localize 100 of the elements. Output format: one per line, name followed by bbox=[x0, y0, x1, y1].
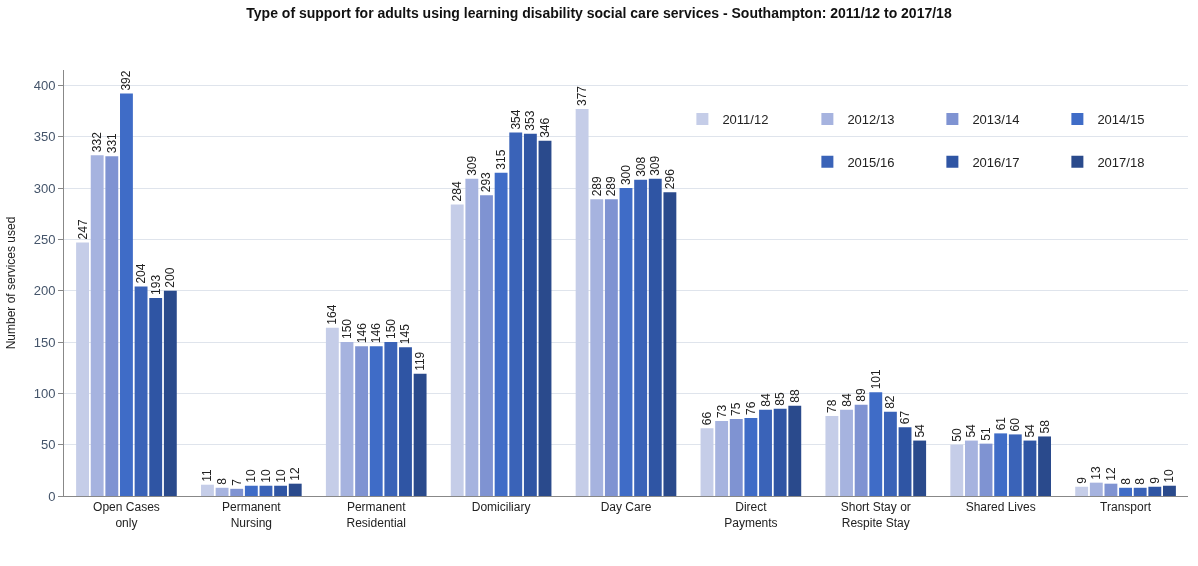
data-label: 193 bbox=[148, 274, 163, 295]
x-tick-label: Day Care bbox=[600, 500, 652, 515]
data-label: 12 bbox=[1103, 467, 1118, 481]
y-tick-label: 0 bbox=[48, 488, 56, 504]
data-label: 289 bbox=[604, 175, 619, 197]
data-label: 353 bbox=[523, 110, 538, 131]
bar bbox=[538, 140, 552, 496]
data-label: 13 bbox=[1089, 465, 1104, 480]
data-label: 10 bbox=[258, 469, 273, 483]
bar bbox=[105, 156, 119, 496]
data-label: 84 bbox=[839, 393, 854, 407]
data-label: 308 bbox=[633, 156, 648, 177]
bar bbox=[1023, 440, 1037, 496]
bar bbox=[399, 347, 412, 496]
bar bbox=[898, 427, 912, 496]
bar bbox=[869, 392, 883, 496]
x-tick-label: Shared Lives bbox=[965, 500, 1036, 515]
data-label: 54 bbox=[1022, 423, 1037, 438]
y-tick-label: 50 bbox=[40, 437, 56, 453]
bar bbox=[773, 408, 787, 496]
data-label: 8 bbox=[215, 477, 230, 485]
bar bbox=[120, 93, 133, 496]
bar bbox=[729, 419, 743, 496]
bar bbox=[163, 290, 177, 496]
data-label: 51 bbox=[979, 426, 994, 441]
bar bbox=[244, 485, 258, 496]
x-tick-label: Short Stay or Respite Stay bbox=[840, 500, 911, 530]
bar bbox=[950, 444, 964, 496]
x-tick-label: Transport bbox=[1100, 500, 1152, 515]
bar bbox=[619, 188, 633, 496]
x-tick-label: Domiciliary bbox=[471, 500, 531, 515]
data-label: 101 bbox=[868, 368, 883, 390]
data-label: 76 bbox=[743, 401, 758, 415]
bar bbox=[340, 342, 354, 496]
legend-label: 2015/16 bbox=[847, 154, 895, 170]
bar bbox=[744, 417, 758, 496]
y-tick-label: 400 bbox=[33, 77, 56, 93]
bar bbox=[259, 485, 273, 496]
bar bbox=[149, 297, 163, 496]
bar bbox=[994, 433, 1008, 496]
bar bbox=[1119, 487, 1132, 496]
legend-label: 2017/18 bbox=[1097, 154, 1145, 170]
bar bbox=[663, 192, 677, 496]
data-label: 7 bbox=[229, 478, 244, 486]
data-label: 85 bbox=[773, 392, 788, 406]
bar bbox=[1104, 483, 1118, 496]
data-label: 73 bbox=[714, 404, 729, 419]
bar bbox=[913, 440, 927, 496]
bar bbox=[840, 409, 853, 496]
data-label: 54 bbox=[964, 423, 979, 438]
bar bbox=[384, 342, 398, 496]
bar bbox=[1075, 486, 1089, 496]
data-label: 75 bbox=[729, 402, 744, 417]
data-label: 67 bbox=[898, 410, 913, 425]
data-label: 88 bbox=[787, 389, 802, 403]
bar bbox=[1008, 434, 1022, 496]
bar bbox=[1163, 485, 1176, 496]
data-label: 54 bbox=[912, 423, 927, 438]
data-label: 392 bbox=[119, 70, 134, 91]
bar bbox=[575, 109, 589, 496]
bar bbox=[369, 346, 383, 496]
data-label: 145 bbox=[398, 323, 413, 345]
y-tick-label: 250 bbox=[33, 231, 56, 247]
data-label: 78 bbox=[824, 399, 839, 413]
data-label: 9 bbox=[1074, 476, 1089, 484]
bar bbox=[1133, 487, 1147, 496]
data-label: 10 bbox=[244, 469, 259, 483]
data-label: 296 bbox=[662, 168, 677, 190]
bar bbox=[509, 132, 523, 496]
bar bbox=[90, 155, 104, 496]
legend-label: 2014/15 bbox=[1097, 112, 1145, 128]
data-label: 10 bbox=[1162, 469, 1177, 483]
bar bbox=[1089, 482, 1103, 496]
data-label: 354 bbox=[508, 109, 523, 130]
y-tick-label: 200 bbox=[33, 283, 56, 299]
data-label: 9 bbox=[1147, 476, 1162, 484]
bar bbox=[979, 443, 993, 496]
data-label: 8 bbox=[1118, 477, 1133, 485]
bar bbox=[230, 488, 244, 496]
bar bbox=[964, 440, 978, 496]
y-tick-label: 150 bbox=[33, 334, 56, 350]
y-tick-label: 100 bbox=[33, 385, 56, 401]
data-label: 119 bbox=[413, 351, 428, 371]
bar bbox=[523, 133, 537, 496]
data-label: 293 bbox=[479, 171, 494, 193]
y-tick-label: 350 bbox=[33, 129, 56, 145]
data-label: 315 bbox=[494, 149, 509, 170]
bar bbox=[413, 373, 427, 496]
data-label: 150 bbox=[383, 318, 398, 340]
bar bbox=[201, 484, 214, 496]
data-label: 300 bbox=[619, 164, 633, 186]
legend-label: 2012/13 bbox=[847, 112, 895, 128]
data-label: 50 bbox=[949, 428, 964, 442]
data-label: 346 bbox=[538, 117, 552, 138]
bar bbox=[590, 199, 604, 496]
data-label: 289 bbox=[589, 175, 604, 197]
bar bbox=[355, 346, 369, 496]
data-label: 164 bbox=[325, 304, 340, 325]
data-label: 11 bbox=[200, 468, 215, 482]
y-tick-label: 300 bbox=[33, 180, 56, 196]
